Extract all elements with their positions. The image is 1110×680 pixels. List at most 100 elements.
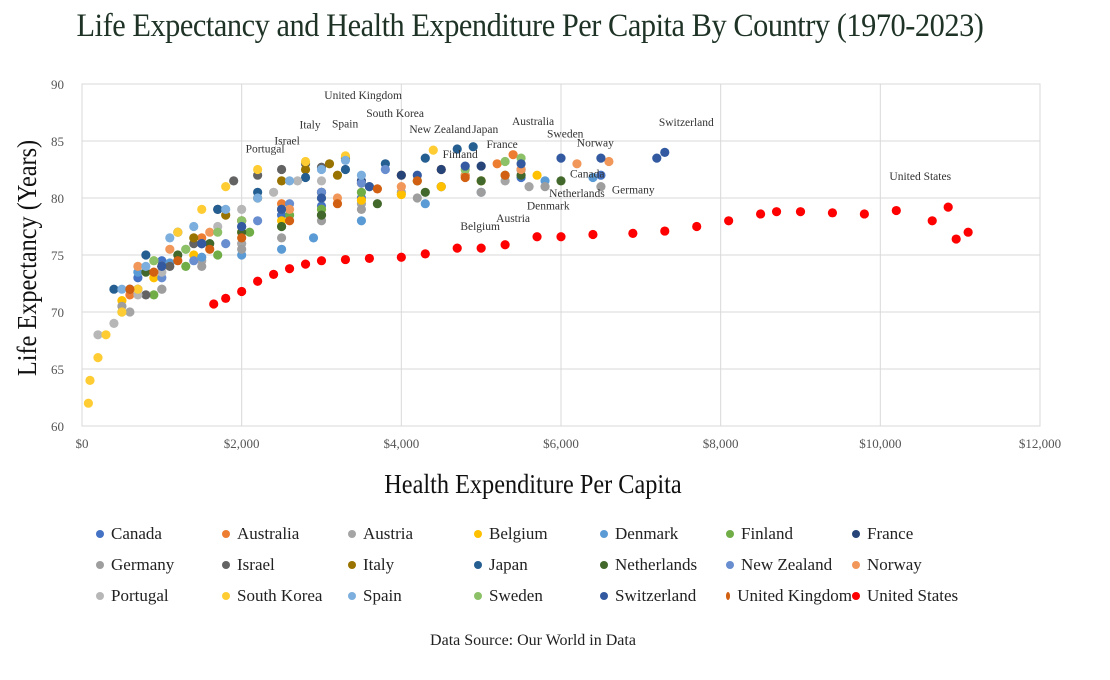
data-point	[141, 290, 151, 300]
annotation-label: Sweden	[547, 129, 584, 141]
data-point	[500, 156, 510, 167]
legend-item: Spain	[348, 586, 474, 606]
series-switzerland	[157, 147, 670, 271]
data-point	[149, 267, 159, 277]
data-point	[420, 249, 430, 259]
data-point	[396, 170, 406, 180]
data-point	[588, 229, 598, 240]
data-point	[85, 375, 95, 385]
legend-item: Austria	[348, 524, 474, 544]
data-point	[189, 221, 199, 232]
legend-label: Japan	[489, 555, 528, 574]
data-source: Data Source: Our World in Data	[430, 632, 636, 649]
legend-item: Canada	[96, 524, 222, 544]
data-point	[149, 290, 159, 300]
series-new-zealand	[133, 164, 390, 294]
data-point	[460, 172, 470, 183]
data-point	[213, 250, 223, 260]
annotation-label: Australia	[512, 116, 554, 128]
legend-item: Sweden	[474, 586, 600, 606]
data-point	[221, 182, 231, 192]
data-point	[221, 293, 231, 303]
data-point	[356, 187, 367, 197]
legend-label: Spain	[363, 586, 402, 605]
data-point	[508, 150, 518, 160]
data-point	[316, 193, 327, 203]
data-point	[276, 233, 287, 243]
y-tick-label: 90	[51, 77, 64, 92]
legend-item: Netherlands	[600, 555, 726, 575]
data-point	[332, 199, 343, 209]
data-point	[356, 195, 367, 205]
data-point	[556, 176, 566, 186]
data-point	[891, 205, 901, 216]
annotation-label: France	[487, 139, 518, 151]
data-point	[420, 199, 430, 209]
data-point	[157, 261, 167, 271]
data-point	[372, 184, 382, 194]
y-tick-label: 65	[51, 362, 64, 377]
data-point	[276, 176, 287, 186]
legend-marker	[600, 561, 608, 569]
legend-marker	[222, 530, 230, 538]
data-point	[253, 276, 263, 286]
data-point	[660, 226, 670, 236]
annotation-label: Norway	[577, 138, 614, 150]
legend-label: United States	[867, 586, 959, 605]
x-tick-label: $4,000	[383, 436, 419, 451]
data-point	[237, 233, 247, 243]
data-point	[300, 164, 311, 175]
data-point	[125, 307, 135, 317]
data-point	[269, 269, 279, 279]
annotation-label: Germany	[612, 184, 655, 196]
data-point	[396, 189, 406, 200]
data-point	[316, 164, 327, 175]
legend-item: Norway	[852, 555, 978, 575]
legend-item: Italy	[348, 555, 474, 575]
data-point	[380, 164, 390, 175]
data-point	[316, 176, 327, 186]
data-point	[300, 156, 311, 167]
legend-marker	[96, 561, 104, 569]
data-point	[133, 261, 143, 271]
data-point	[572, 159, 582, 169]
data-point	[284, 264, 295, 274]
data-point	[133, 284, 143, 294]
data-point	[356, 204, 367, 214]
y-tick-label: 75	[51, 248, 64, 263]
x-tick-label: $0	[76, 436, 89, 451]
legend-marker	[348, 561, 356, 569]
legend-item: Finland	[726, 524, 852, 544]
series-united-kingdom	[125, 170, 510, 294]
legend-marker	[726, 530, 734, 538]
x-tick-label: $2,000	[224, 436, 260, 451]
data-point	[237, 244, 247, 254]
series-spain	[117, 155, 367, 294]
data-point	[356, 178, 367, 188]
legend-label: Austria	[363, 524, 414, 543]
data-point	[276, 164, 287, 175]
data-point	[532, 232, 542, 242]
data-point	[189, 256, 199, 266]
data-point	[771, 207, 782, 217]
data-point	[173, 227, 183, 237]
data-point	[859, 209, 869, 219]
data-point	[532, 170, 542, 180]
data-point	[452, 243, 462, 253]
legend-marker	[474, 592, 482, 600]
data-point	[237, 286, 247, 297]
data-point	[213, 227, 223, 237]
data-point	[284, 204, 295, 214]
legend-marker	[726, 592, 731, 600]
data-point	[468, 142, 478, 152]
data-point	[181, 244, 191, 254]
data-point	[436, 182, 446, 192]
data-point	[596, 153, 606, 163]
legend-item: Belgium	[474, 524, 600, 544]
data-point	[396, 252, 406, 262]
annotation-label: Israel	[274, 135, 300, 147]
data-point	[300, 172, 311, 183]
legend-label: Portugal	[111, 586, 169, 605]
data-point	[284, 176, 295, 186]
data-point	[951, 234, 961, 244]
